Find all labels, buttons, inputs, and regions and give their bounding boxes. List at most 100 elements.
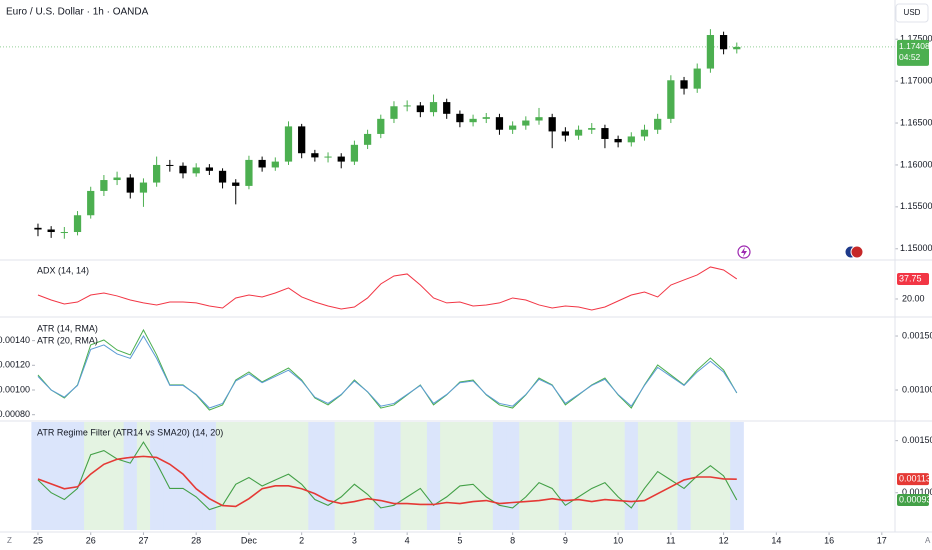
pane-title: ATR Regime Filter (ATR14 vs SMA20) (14, … xyxy=(37,427,223,437)
regime-band xyxy=(624,422,639,530)
last-value-box xyxy=(897,473,929,486)
candle-body xyxy=(667,80,675,119)
regime-band xyxy=(730,422,744,530)
candle-body xyxy=(588,128,596,130)
y-tick-label: 1.16000 xyxy=(900,159,932,169)
regime-band xyxy=(532,422,547,530)
x-tick-label: 3 xyxy=(352,535,357,545)
last-value-label: 37.75 xyxy=(899,273,922,283)
series-line xyxy=(37,266,738,311)
regime-band xyxy=(163,422,177,530)
y-tick-label: 0.00150 xyxy=(902,330,932,340)
legend-label: ATR (20, RMA) xyxy=(37,335,98,345)
regime-band xyxy=(413,422,428,530)
x-tick-label: 9 xyxy=(563,535,568,545)
candle-body xyxy=(113,177,121,181)
y-tick-label: 0.00140 xyxy=(0,335,30,345)
candle-body xyxy=(363,133,372,145)
candle-body xyxy=(509,125,517,130)
countdown: 04:52 xyxy=(899,52,921,62)
candle-body xyxy=(416,105,424,113)
x-tick-label: 16 xyxy=(824,535,834,545)
candle-body xyxy=(245,159,253,186)
pane-title: ADX (14, 14) xyxy=(37,265,89,275)
y-tick-label: 0.00120 xyxy=(0,360,30,370)
last-value-label: 0.00113 xyxy=(899,474,931,484)
candle-body xyxy=(192,167,200,174)
currency-button[interactable] xyxy=(895,3,929,23)
y-tick-label: 20.00 xyxy=(902,293,925,303)
candle-body xyxy=(535,117,543,121)
candle-body xyxy=(654,118,662,130)
x-tick-label: 5 xyxy=(457,535,462,545)
candle-body xyxy=(298,126,306,154)
candle-body xyxy=(232,182,240,186)
candle-body xyxy=(733,46,741,50)
candle-body xyxy=(139,182,148,193)
x-tick-label: 14 xyxy=(771,535,781,545)
candle-body xyxy=(680,80,688,89)
candle-body xyxy=(601,128,609,139)
x-tick-label: 26 xyxy=(86,535,96,545)
regime-band xyxy=(215,422,230,530)
regime-band xyxy=(84,422,98,530)
candle-body xyxy=(693,68,701,89)
candle-body xyxy=(60,232,68,234)
regime-band xyxy=(110,422,125,530)
regime-band xyxy=(321,422,336,530)
regime-band xyxy=(440,422,454,530)
candle-body xyxy=(126,177,134,193)
y-tick-label: 0.00150 xyxy=(902,435,932,445)
regime-band xyxy=(255,422,270,530)
candle-body xyxy=(469,118,477,123)
candle-body xyxy=(574,129,583,136)
last-value-box xyxy=(897,494,929,507)
regime-band xyxy=(479,422,494,530)
regime-band xyxy=(598,422,613,530)
regime-band xyxy=(189,422,204,530)
candle-body xyxy=(205,167,214,171)
footer-right-icon[interactable]: A xyxy=(925,536,931,545)
y-tick-label: 1.16500 xyxy=(900,117,932,127)
candle-body xyxy=(153,164,161,183)
y-tick-label: 0.00100 xyxy=(902,487,932,497)
regime-band xyxy=(611,422,626,530)
candle-body xyxy=(456,113,464,123)
flag-icon[interactable] xyxy=(850,245,864,259)
candle-body xyxy=(561,131,570,136)
candle-body xyxy=(218,170,227,183)
regime-band xyxy=(453,422,467,530)
regime-band xyxy=(374,422,388,530)
currency[interactable]: USD xyxy=(904,8,921,17)
series-line xyxy=(37,455,737,508)
regime-band xyxy=(242,422,257,530)
candle-body xyxy=(482,117,490,119)
candle-body xyxy=(100,180,108,191)
candle-body xyxy=(258,159,266,168)
candle-body xyxy=(337,156,345,162)
regime-band xyxy=(202,422,217,530)
y-tick-label: 1.15500 xyxy=(900,201,932,211)
regime-band xyxy=(637,422,652,530)
regime-band xyxy=(651,422,665,530)
x-tick-label: 10 xyxy=(613,535,623,545)
regime-band xyxy=(334,422,349,530)
regime-band xyxy=(176,422,191,530)
series-line xyxy=(37,335,738,409)
candle-body xyxy=(73,215,82,233)
regime-band xyxy=(492,422,507,530)
last-value-box xyxy=(897,272,929,285)
y-tick-label: 1.17000 xyxy=(900,75,932,85)
regime-band xyxy=(466,422,481,530)
layers: 25 26 27 28 Dec 2 3 4 5 8 9 10 11 12 14 16 17 1.15000 1.15… xyxy=(0,29,932,545)
x-tick-label: 28 xyxy=(191,535,201,545)
last-price-label: 1.17408 xyxy=(899,41,930,51)
footer-left-icon[interactable]: Z xyxy=(7,536,12,545)
candle-body xyxy=(548,117,556,132)
x-tick-label: 2 xyxy=(299,535,304,545)
candle-body xyxy=(271,161,279,168)
series-line xyxy=(37,441,738,511)
candle-body xyxy=(311,153,319,158)
candle-body xyxy=(350,144,359,162)
